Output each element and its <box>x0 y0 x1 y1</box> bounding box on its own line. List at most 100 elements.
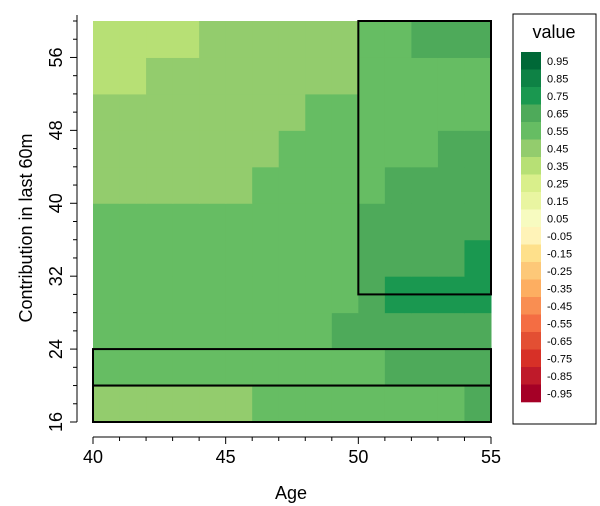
heatmap-cell <box>411 385 439 423</box>
heatmap-cell <box>358 349 386 387</box>
heatmap-cell <box>199 276 227 314</box>
heatmap-cell <box>305 349 333 387</box>
heatmap-cell <box>278 130 306 168</box>
legend-swatch <box>521 157 541 175</box>
heatmap-cell <box>225 312 253 350</box>
heatmap-cell <box>252 276 280 314</box>
heatmap-cell <box>358 93 386 131</box>
heatmap-cell <box>146 130 174 168</box>
legend: value 0.950.850.750.650.550.450.350.250.… <box>512 13 597 425</box>
heatmap-cell <box>199 166 227 204</box>
legend-label: -0.15 <box>547 248 572 260</box>
highlight-rectangle <box>92 348 492 387</box>
heatmap-cell <box>93 57 121 95</box>
heatmap-cell <box>331 166 359 204</box>
heatmap-cell <box>278 166 306 204</box>
legend-swatch <box>521 332 541 350</box>
heatmap-cell <box>119 203 147 241</box>
legend-label: -0.65 <box>547 336 572 348</box>
legend-swatch <box>521 279 541 298</box>
heatmap-cell <box>252 93 280 131</box>
heatmap-cell <box>119 239 147 277</box>
heatmap-cell <box>146 312 174 350</box>
heatmap-cell <box>119 166 147 204</box>
heatmap-cell <box>384 130 412 168</box>
heatmap-cell <box>199 93 227 131</box>
heatmap-cell <box>225 57 253 95</box>
heatmap-cell <box>411 93 439 131</box>
legend-label: 0.15 <box>547 196 568 208</box>
heatmap-cell <box>172 349 200 387</box>
legend-swatch <box>521 69 541 88</box>
heatmap-cell <box>199 385 227 423</box>
legend-label: -0.35 <box>547 283 572 295</box>
legend-swatch <box>521 52 541 70</box>
heatmap-cell <box>411 130 439 168</box>
y-tick-label: 56 <box>46 47 66 67</box>
legend-swatch <box>521 262 541 280</box>
heatmap-cell <box>252 385 280 423</box>
heatmap-cell <box>146 239 174 277</box>
heatmap-cell <box>225 385 253 423</box>
heatmap-cell <box>464 57 492 95</box>
heatmap-cell <box>119 349 147 387</box>
heatmap-cell <box>146 57 174 95</box>
legend-label: 0.35 <box>547 161 568 173</box>
heatmap-cell <box>225 349 253 387</box>
highlight-rectangles <box>92 20 493 423</box>
y-axis-ticks: 16 24 32 40 48 56 <box>46 20 77 432</box>
legend-swatch <box>521 297 541 315</box>
heatmap-cell <box>358 312 386 350</box>
heatmap-cell <box>172 276 200 314</box>
heatmap-cell <box>331 130 359 168</box>
legend-label: 0.95 <box>547 56 568 68</box>
heatmap-cell <box>437 312 465 350</box>
heatmap-cell <box>172 21 200 58</box>
heatmap-cell <box>331 385 359 423</box>
heatmap-cell <box>146 93 174 131</box>
heatmap-cell <box>119 93 147 131</box>
heatmap-cell <box>199 130 227 168</box>
heatmap-cell <box>305 276 333 314</box>
legend-swatch <box>521 174 541 193</box>
x-axis-ticks: 40 45 50 55 <box>83 437 501 467</box>
heatmap-cell <box>146 276 174 314</box>
legend-swatch <box>521 367 541 385</box>
heatmap-cell <box>384 21 412 58</box>
heatmap-cell <box>252 203 280 241</box>
heatmap-cell <box>278 21 306 58</box>
heatmap-cell <box>93 312 121 350</box>
y-tick-label: 32 <box>46 266 66 286</box>
heatmap-cell <box>146 21 174 58</box>
heatmap-cell <box>384 312 412 350</box>
legend-swatch <box>521 349 541 368</box>
heatmap-cell <box>331 312 359 350</box>
heatmap-cell <box>358 21 386 58</box>
x-axis-title: Age <box>275 483 307 503</box>
heatmap-cell <box>252 349 280 387</box>
heatmap-cell <box>437 203 465 241</box>
legend-swatch <box>521 209 541 228</box>
heatmap-cell <box>225 93 253 131</box>
heatmap-cell <box>358 57 386 95</box>
heatmap-cell <box>358 203 386 241</box>
legend-swatch <box>521 314 541 333</box>
heatmap-cell <box>384 239 412 277</box>
heatmap-cell <box>305 385 333 423</box>
heatmap-cell <box>252 239 280 277</box>
heatmap-cell <box>437 93 465 131</box>
heatmap-cell <box>331 93 359 131</box>
heatmap-cell <box>225 166 253 204</box>
legend-swatch <box>521 227 541 245</box>
heatmap-cell <box>384 166 412 204</box>
heatmap-cell <box>464 93 492 131</box>
legend-label: -0.55 <box>547 318 572 330</box>
heatmap-cell <box>172 203 200 241</box>
heatmap-cell <box>146 349 174 387</box>
heatmap-cell <box>93 349 121 387</box>
heatmap-cell <box>437 239 465 277</box>
heatmap-cell <box>93 239 121 277</box>
heatmap-cell <box>411 312 439 350</box>
legend-swatch <box>521 87 541 105</box>
